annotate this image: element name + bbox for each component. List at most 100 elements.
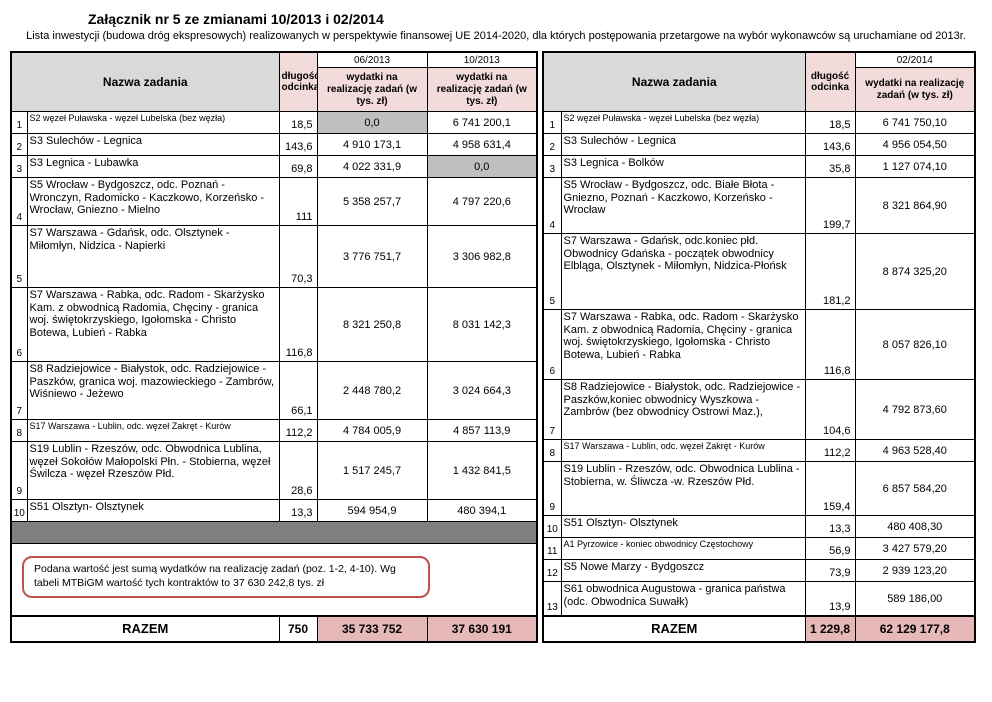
expense-value-cell: 4 797 220,6: [426, 177, 538, 227]
table-row: 10 S51 Olsztyn- Olsztynek 13,3 480 408,30: [542, 515, 976, 539]
expense-value-cell: 2 448 780,2: [316, 361, 428, 421]
length-cell: 104,6: [804, 379, 856, 441]
length-cell: 143,6: [804, 133, 856, 157]
table-row: 9 S19 Lublin - Rzeszów, odc. Obwodnica Lu…: [10, 441, 538, 501]
length-cell: 28,6: [278, 441, 318, 501]
investments-table-left: Nazwa zadania długość odcinka 06/2013 10…: [10, 50, 539, 643]
task-name-cell: S7 Warszawa - Gdańsk, odc. Olsztynek - M…: [26, 225, 280, 289]
row-number-cell: 7: [542, 379, 562, 441]
table-row: 6 S7 Warszawa - Rabka, odc. Radom - Skarż…: [542, 309, 976, 381]
column-header-length: długość odcinka: [804, 51, 856, 113]
row-number-cell: 1: [10, 111, 28, 135]
length-cell: 199,7: [804, 177, 856, 235]
length-cell: 73,9: [804, 559, 856, 583]
expense-value-cell: 6 741 750,10: [854, 111, 976, 135]
left-table-footer: Podana wartość jest sumą wydatków na rea…: [10, 521, 538, 643]
total-expense-10-2013: 37 630 191: [426, 614, 538, 643]
task-name-cell: S17 Warszawa - Lublin, odc. węzeł Zakręt…: [560, 439, 806, 463]
expense-value-cell: 4 956 054,50: [854, 133, 976, 157]
expense-value-cell: 8 321 864,90: [854, 177, 976, 235]
expense-value-cell: 8 874 325,20: [854, 233, 976, 311]
length-cell: 143,6: [278, 133, 318, 157]
task-name-cell: S3 Legnica - Bolków: [560, 155, 806, 179]
row-number-cell: 10: [10, 499, 28, 523]
document-title: Załącznik nr 5 ze zmianami 10/2013 i 02/…: [88, 11, 384, 27]
length-cell: 70,3: [278, 225, 318, 289]
task-name-cell: S7 Warszawa - Rabka, odc. Radom - Skarży…: [26, 287, 280, 363]
row-number-cell: 4: [542, 177, 562, 235]
expense-value-cell: 3 776 751,7: [316, 225, 428, 289]
table-row: 2 S3 Sulechów - Legnica 143,6 4 956 054,50: [542, 133, 976, 157]
total-label-right: RAZEM: [542, 614, 806, 643]
date-header-row: Nazwa zadania długość odcinka 06/2013 10…: [10, 51, 538, 113]
expense-value-cell: 3 427 579,20: [854, 537, 976, 561]
row-number-cell: 10: [542, 515, 562, 539]
length-cell: 69,8: [278, 155, 318, 179]
table-row: 12 S5 Nowe Marzy - Bydgoszcz 73,9 2 939 123…: [542, 559, 976, 583]
expense-value-cell: 480 408,30: [854, 515, 976, 539]
row-number-cell: 3: [10, 155, 28, 179]
expense-value-cell: 4 784 005,9: [316, 419, 428, 443]
date-header-10-2013: 10/2013: [426, 51, 538, 69]
expense-value-cell: 594 954,9: [316, 499, 428, 523]
expense-value-cell: 4 857 113,9: [426, 419, 538, 443]
table-row: 9 S19 Lublin - Rzeszów, odc. Obwodnica Lu…: [542, 461, 976, 517]
total-length-left: 750: [278, 614, 318, 643]
column-header-task-name: Nazwa zadania: [10, 51, 280, 113]
right-table-footer: RAZEM 1 229,8 62 129 177,8: [542, 614, 976, 643]
table-row: 4 S5 Wrocław - Bydgoszcz, odc. Poznań - W…: [10, 177, 538, 227]
expense-header-row: wydatki na realizację zadań (w tys. zł): [543, 67, 976, 113]
total-length-right: 1 229,8: [804, 614, 856, 643]
length-cell: 66,1: [278, 361, 318, 421]
table-row: 6 S7 Warszawa - Rabka, odc. Radom - Skarż…: [10, 287, 538, 363]
table-row: 1 S2 węzeł Puławska - węzeł Lubelska (bez…: [542, 111, 976, 135]
length-cell: 116,8: [278, 287, 318, 363]
row-number-cell: 6: [10, 287, 28, 363]
length-cell: 112,2: [278, 419, 318, 443]
total-row-left: RAZEM 750 35 733 752 37 630 191: [10, 614, 538, 643]
task-name-cell: S7 Warszawa - Rabka, odc. Radom - Skarży…: [560, 309, 806, 381]
row-number-cell: 9: [542, 461, 562, 517]
expense-value-cell: 1 127 074,10: [854, 155, 976, 179]
task-name-cell: S5 Wrocław - Bydgoszcz, odc. Poznań - Wr…: [26, 177, 280, 227]
expense-value-cell: 0,0: [426, 155, 538, 179]
date-header-row: Nazwa zadania długość odcinka 02/2014: [542, 51, 976, 113]
left-table-body: 1 S2 węzeł Puławska - węzeł Lubelska (bez…: [10, 111, 538, 523]
expense-value-cell: 2 939 123,20: [854, 559, 976, 583]
total-expense-02-2014: 62 129 177,8: [854, 614, 976, 643]
task-name-cell: S5 Wrocław - Bydgoszcz, odc. Białe Błota…: [560, 177, 806, 235]
expense-value-cell: 1 517 245,7: [316, 441, 428, 501]
document-subtitle: Lista inwestycji (budowa dróg ekspresowy…: [26, 30, 966, 42]
task-name-cell: S61 obwodnica Augustowa - granica państw…: [560, 581, 806, 617]
expense-header-row: wydatki na realizację zadań (w tys. zł) …: [11, 67, 538, 113]
separator-cell: [10, 521, 538, 545]
table-row: 13 S61 obwodnica Augustowa - granica pańs…: [542, 581, 976, 617]
row-number-cell: 7: [10, 361, 28, 421]
table-row: 1 S2 węzeł Puławska - węzeł Lubelska (bez…: [10, 111, 538, 135]
expense-value-cell: 6 857 584,20: [854, 461, 976, 517]
row-number-cell: 13: [542, 581, 562, 617]
task-name-cell: S17 Warszawa - Lublin, odc. węzeł Zakręt…: [26, 419, 280, 443]
expense-value-cell: 8 057 826,10: [854, 309, 976, 381]
length-cell: 13,3: [804, 515, 856, 539]
row-number-cell: 12: [542, 559, 562, 583]
task-name-cell: S3 Legnica - Lubawka: [26, 155, 280, 179]
row-number-cell: 9: [10, 441, 28, 501]
row-number-cell: 8: [542, 439, 562, 463]
table-row: 3 S3 Legnica - Bolków 35,8 1 127 074,10: [542, 155, 976, 179]
task-name-cell: S3 Sulechów - Legnica: [560, 133, 806, 157]
length-cell: 116,8: [804, 309, 856, 381]
table-row: 8 S17 Warszawa - Lublin, odc. węzeł Zakrę…: [542, 439, 976, 463]
expense-value-cell: 589 186,00: [854, 581, 976, 617]
task-name-cell: A1 Pyrzowice - koniec obwodnicy Częstoch…: [560, 537, 806, 561]
table-row: 7 S8 Radziejowice - Białystok, odc. Radzi…: [542, 379, 976, 441]
length-cell: 35,8: [804, 155, 856, 179]
total-row-right: RAZEM 1 229,8 62 129 177,8: [542, 614, 976, 643]
length-cell: 112,2: [804, 439, 856, 463]
task-name-cell: S5 Nowe Marzy - Bydgoszcz: [560, 559, 806, 583]
task-name-cell: S51 Olsztyn- Olsztynek: [26, 499, 280, 523]
length-cell: 159,4: [804, 461, 856, 517]
expense-value-cell: 0,0: [316, 111, 428, 135]
table-row: 5 S7 Warszawa - Gdańsk, odc.koniec płd. O…: [542, 233, 976, 311]
